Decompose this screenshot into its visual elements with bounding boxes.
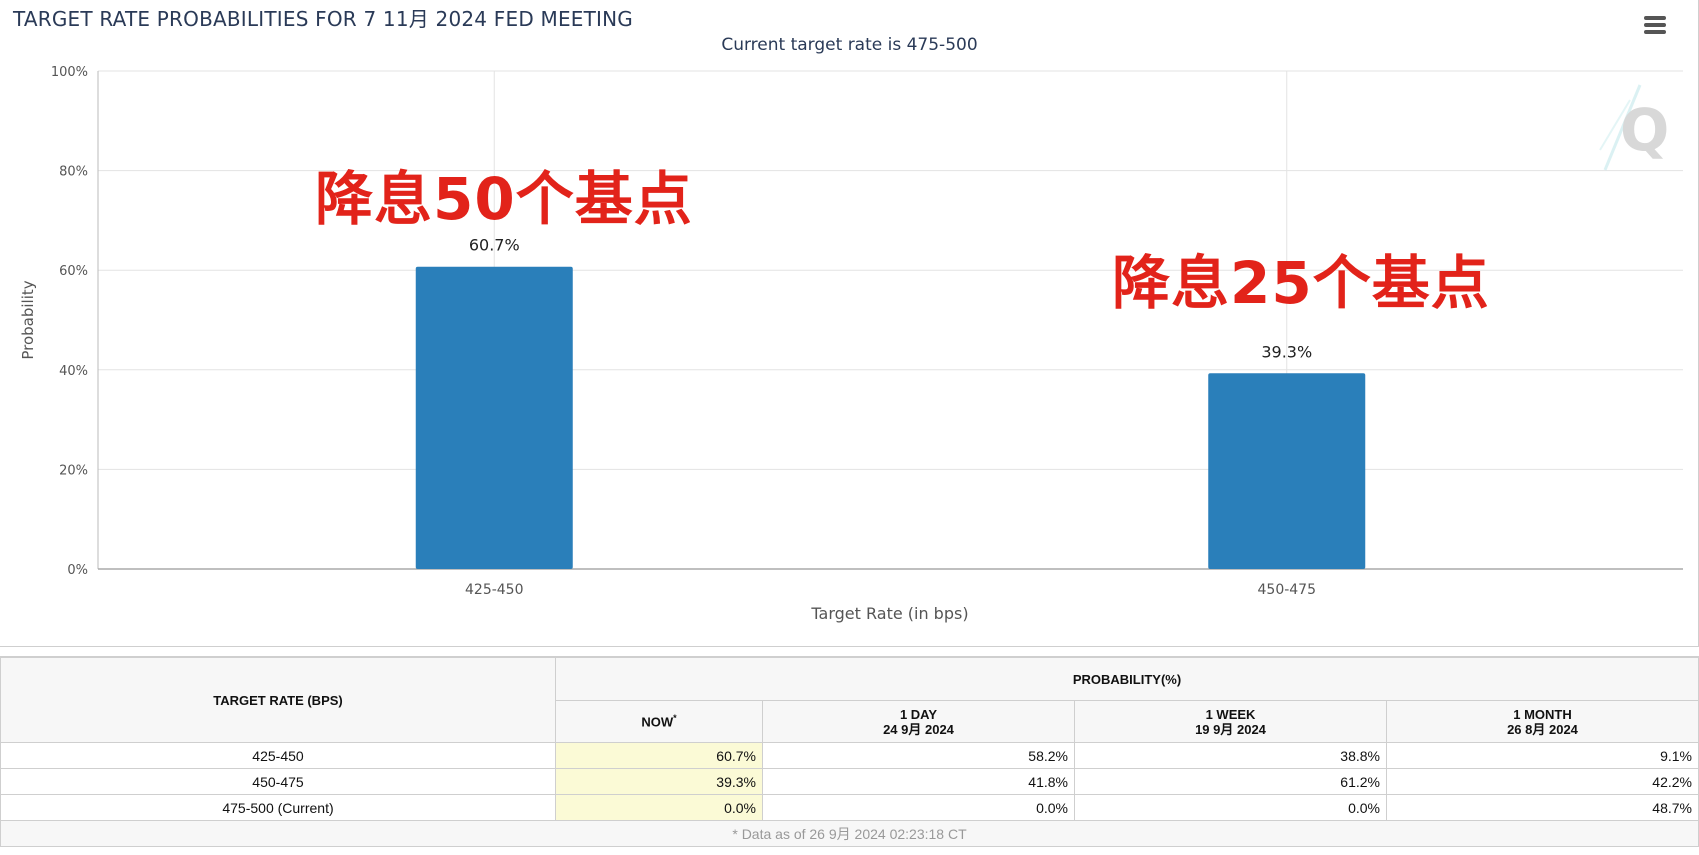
bar-chart: 0% 20% 40% 60% 80% 100% 60.7% 425-450 39.3% 450-4… bbox=[19, 65, 1683, 623]
y-tick-label: 20% bbox=[59, 463, 88, 478]
table-row: 425-450 60.7% 58.2% 38.8% 9.1% bbox=[0, 742, 1699, 769]
probability-table-panel: TARGET RATE (BPS) PROBABILITY(%) NOW* 1 … bbox=[0, 656, 1699, 847]
y-tick-label: 60% bbox=[59, 264, 88, 279]
week-cell: 0.0% bbox=[1074, 794, 1387, 821]
y-tick-label: 80% bbox=[59, 165, 88, 180]
y-tick-label: 100% bbox=[51, 65, 88, 80]
probability-table: TARGET RATE (BPS) PROBABILITY(%) NOW* 1 … bbox=[0, 657, 1699, 847]
rate-cell: 450-475 bbox=[0, 768, 556, 795]
month-cell: 48.7% bbox=[1386, 794, 1699, 821]
week-cell: 38.8% bbox=[1074, 742, 1387, 769]
now-header: NOW* bbox=[555, 700, 763, 743]
now-cell: 60.7% bbox=[555, 742, 763, 769]
rate-cell: 425-450 bbox=[0, 742, 556, 769]
x-tick-label: 450-475 bbox=[1258, 582, 1317, 598]
probability-header: PROBABILITY(%) bbox=[555, 657, 1699, 701]
chart-panel: TARGET RATE PROBABILITIES FOR 7 11月 2024… bbox=[0, 0, 1699, 647]
now-cell: 0.0% bbox=[555, 794, 763, 821]
table-row: 475-500 (Current) 0.0% 0.0% 0.0% 48.7% bbox=[0, 794, 1699, 821]
rate-cell: 475-500 (Current) bbox=[0, 794, 556, 821]
data-label: 60.7% bbox=[469, 236, 520, 255]
table-row: 450-475 39.3% 41.8% 61.2% 42.2% bbox=[0, 768, 1699, 795]
month-cell: 9.1% bbox=[1386, 742, 1699, 769]
chart-subtitle: Current target rate is 475-500 bbox=[721, 35, 978, 55]
x-tick-label: 425-450 bbox=[465, 582, 524, 598]
y-tick-label: 40% bbox=[59, 364, 88, 379]
1-week-header: 1 WEEK 19 9月 2024 bbox=[1074, 700, 1387, 743]
1-month-header: 1 MONTH 26 8月 2024 bbox=[1386, 700, 1699, 743]
y-axis-label: Probability bbox=[19, 280, 37, 359]
annotation-cut-25: 降息25个基点 bbox=[1112, 249, 1490, 317]
bar-450-475[interactable] bbox=[1208, 373, 1366, 569]
day-cell: 41.8% bbox=[762, 768, 1075, 795]
annotation-cut-50: 降息50个基点 bbox=[315, 165, 693, 233]
hamburger-menu-icon[interactable] bbox=[1644, 16, 1666, 34]
data-label: 39.3% bbox=[1261, 342, 1312, 361]
svg-text:Q: Q bbox=[1620, 96, 1669, 164]
quikstrike-logo: Q bbox=[1599, 84, 1669, 171]
data-timestamp-footnote: * Data as of 26 9月 2024 02:23:18 CT bbox=[0, 820, 1699, 847]
chart-title: TARGET RATE PROBABILITIES FOR 7 11月 2024… bbox=[13, 7, 633, 31]
x-axis-label: Target Rate (in bps) bbox=[810, 604, 968, 623]
week-cell: 61.2% bbox=[1074, 768, 1387, 795]
day-cell: 0.0% bbox=[762, 794, 1075, 821]
y-tick-label: 0% bbox=[67, 563, 88, 578]
now-cell: 39.3% bbox=[555, 768, 763, 795]
1-day-header: 1 DAY 24 9月 2024 bbox=[762, 700, 1075, 743]
day-cell: 58.2% bbox=[762, 742, 1075, 769]
target-rate-header: TARGET RATE (BPS) bbox=[0, 657, 556, 743]
month-cell: 42.2% bbox=[1386, 768, 1699, 795]
bar-425-450[interactable] bbox=[415, 266, 573, 569]
